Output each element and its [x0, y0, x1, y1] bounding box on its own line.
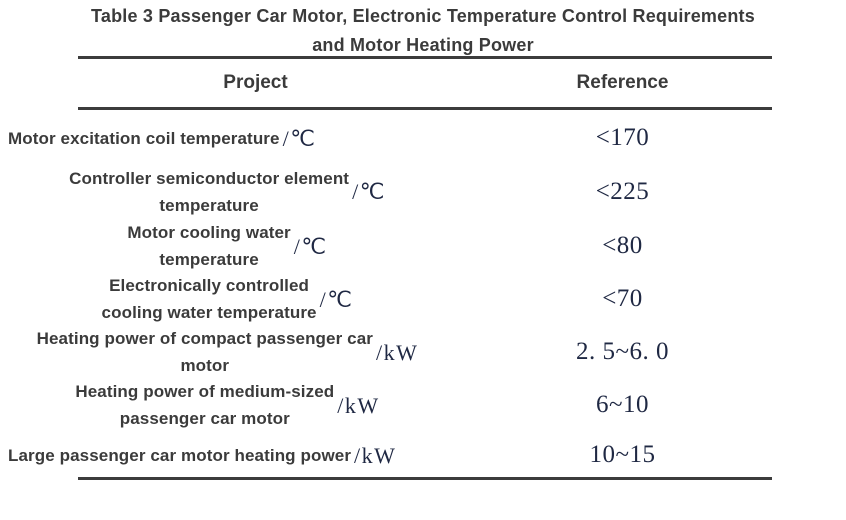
- project-label: Heating power of compact passenger car m…: [37, 325, 373, 379]
- project-label-line: Motor cooling water: [127, 223, 291, 242]
- project-label-line: passenger car motor: [119, 409, 290, 428]
- table-row: Large passenger car motor heating power …: [0, 432, 790, 478]
- table-bottom-rule: [78, 477, 772, 480]
- table-header-row: Project Reference: [0, 60, 790, 106]
- table-body: Motor excitation coil temperature /℃ <17…: [0, 112, 790, 478]
- project-label: Motor cooling water temperature: [127, 219, 290, 273]
- project-cell: Controller semiconductor element tempera…: [0, 164, 455, 219]
- reference-value: 2. 5~6. 0: [575, 338, 670, 365]
- project-label-line: temperature: [159, 195, 259, 215]
- unit-label: /℃: [352, 179, 386, 204]
- reference-value: <170: [595, 124, 650, 151]
- reference-value: 6~10: [595, 391, 650, 418]
- table-caption-line-1: Table 3 Passenger Car Motor, Electronic …: [91, 6, 755, 26]
- project-label-line: Controller semiconductor element: [69, 168, 350, 188]
- project-label: Heating power of medium-sized passenger …: [75, 378, 334, 432]
- project-label-line: cooling water temperature: [101, 303, 317, 322]
- table-top-rule: [78, 56, 772, 59]
- table-row: Motor excitation coil temperature /℃ <17…: [0, 112, 790, 164]
- column-header-project: Project: [223, 72, 288, 93]
- project-cell: Motor excitation coil temperature /℃: [0, 112, 455, 164]
- project-label-line: Motor excitation coil temperature: [8, 128, 280, 148]
- project-label: Controller semiconductor element tempera…: [69, 165, 349, 219]
- unit-label: /kW: [375, 339, 419, 365]
- table-caption: Table 3 Passenger Car Motor, Electronic …: [0, 2, 846, 60]
- table-caption-line-2: and Motor Heating Power: [312, 35, 534, 55]
- reference-value: 10~15: [589, 441, 656, 468]
- table-row: Motor cooling water temperature /℃ <80: [0, 219, 790, 272]
- unit-label: /kW: [354, 442, 397, 468]
- project-label: Motor excitation coil temperature: [8, 125, 280, 152]
- table-row: Controller semiconductor element tempera…: [0, 164, 790, 219]
- project-cell: Heating power of compact passenger car m…: [0, 325, 455, 379]
- reference-value: <80: [602, 232, 643, 259]
- table-header-rule: [78, 107, 772, 110]
- project-cell: Motor cooling water temperature /℃: [0, 219, 455, 273]
- project-cell: Heating power of medium-sized passenger …: [0, 378, 455, 432]
- project-cell: Electronically controlled cooling water …: [0, 272, 455, 326]
- project-cell: Large passenger car motor heating power …: [0, 432, 455, 478]
- project-label-line: Electronically controlled: [109, 276, 310, 295]
- unit-label: /℃: [319, 286, 354, 312]
- reference-value: <225: [595, 177, 650, 205]
- unit-label: /℃: [282, 125, 317, 151]
- unit-label: /kW: [337, 392, 380, 418]
- table-row: Heating power of medium-sized passenger …: [0, 378, 790, 432]
- unit-label: /℃: [293, 233, 328, 259]
- reference-value: <70: [602, 285, 643, 312]
- column-header-reference: Reference: [576, 72, 669, 93]
- project-label-line: Heating power of medium-sized: [75, 382, 335, 401]
- project-label-line: Heating power of compact passenger car: [36, 329, 373, 348]
- project-label: Large passenger car motor heating power: [8, 442, 351, 469]
- table-row: Heating power of compact passenger car m…: [0, 325, 790, 378]
- project-label-line: temperature: [159, 250, 259, 269]
- table-row: Electronically controlled cooling water …: [0, 272, 790, 325]
- project-label: Electronically controlled cooling water …: [102, 272, 317, 326]
- project-label-line: Large passenger car motor heating power: [8, 445, 352, 465]
- project-label-line: motor: [180, 356, 230, 375]
